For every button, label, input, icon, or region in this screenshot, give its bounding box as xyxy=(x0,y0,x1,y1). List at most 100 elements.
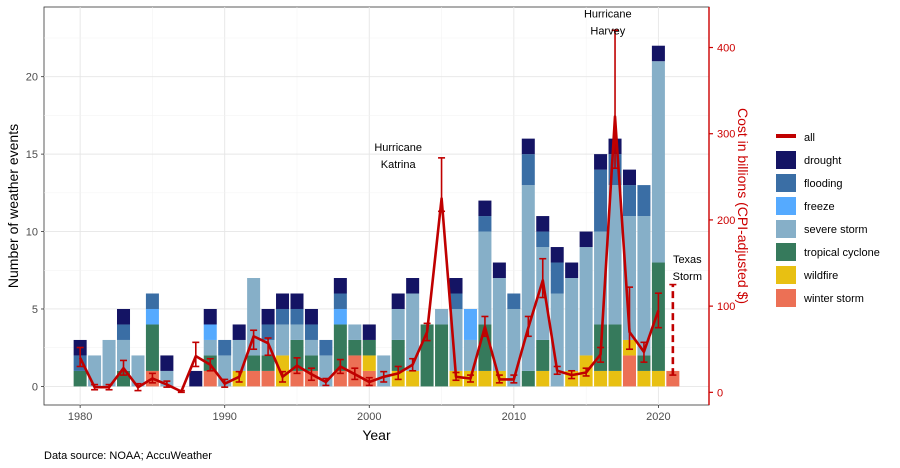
legend-key-severe-storm xyxy=(776,220,796,238)
bar-severe-storm-1991 xyxy=(232,339,246,371)
legend-label-wildfire: wildfire xyxy=(803,270,838,282)
bar-flooding-2019 xyxy=(637,185,651,217)
x-axis-title: Year xyxy=(362,427,391,443)
bar-drought-2013 xyxy=(550,247,564,263)
bar-drought-1988 xyxy=(189,370,203,387)
bar-tropical-cyclone-2012 xyxy=(536,339,550,371)
legend-key-freeze xyxy=(776,197,796,215)
bar-wildfire-2017 xyxy=(608,370,622,387)
y2-tick-label-400: 400 xyxy=(717,43,735,55)
bar-flooding-2006 xyxy=(449,293,463,309)
bars-layer xyxy=(73,45,680,387)
bar-freeze-2007 xyxy=(463,308,477,340)
bar-drought-2018 xyxy=(622,169,636,186)
legend-key-all xyxy=(776,134,796,138)
bar-tropical-cyclone-2002 xyxy=(391,339,405,371)
bar-severe-storm-1982 xyxy=(102,339,116,387)
bar-drought-1993 xyxy=(261,308,275,325)
bar-flooding-1983 xyxy=(117,324,131,340)
bar-wildfire-2019 xyxy=(637,370,651,387)
bar-severe-storm-2019 xyxy=(637,216,651,356)
legend-key-wildfire xyxy=(776,266,796,284)
bar-flooding-2012 xyxy=(536,231,550,248)
bar-tropical-cyclone-1980 xyxy=(73,370,87,387)
y-tick-label-10: 10 xyxy=(26,227,38,239)
bar-severe-storm-2003 xyxy=(406,293,420,371)
bar-freeze-1989 xyxy=(203,324,217,340)
bar-drought-1996 xyxy=(304,308,318,325)
y-tick-label-20: 20 xyxy=(26,72,38,84)
bar-severe-storm-1996 xyxy=(304,339,318,356)
cost-series-line-all xyxy=(78,115,660,393)
bar-flooding-1990 xyxy=(218,339,232,356)
bar-severe-storm-1995 xyxy=(290,324,304,340)
bar-drought-2008 xyxy=(478,200,492,217)
bar-drought-1983 xyxy=(117,308,131,325)
bar-severe-storm-2002 xyxy=(391,308,405,340)
bar-tropical-cyclone-1985 xyxy=(145,324,159,371)
data-source-caption: Data source: NOAA; AccuWeather xyxy=(44,450,212,462)
annotation-1-line-1: Harvey xyxy=(590,25,625,37)
bar-wildfire-2020 xyxy=(651,370,665,387)
bar-drought-2011 xyxy=(521,138,535,155)
bar-severe-storm-1989 xyxy=(203,339,217,356)
bar-freeze-1985 xyxy=(145,308,159,325)
y2-axis-title: Cost in billions (CPI-adjusted $) xyxy=(735,108,751,304)
annotation-0-line-0: Hurricane xyxy=(374,142,422,154)
y2-tick-label-300: 300 xyxy=(717,129,735,141)
legend-key-winter-storm xyxy=(776,289,796,307)
y2-tick-label-200: 200 xyxy=(717,215,735,227)
bar-severe-storm-1994 xyxy=(276,324,290,356)
bar-drought-2000 xyxy=(362,324,376,340)
bar-drought-2016 xyxy=(594,154,608,170)
legend-label-freeze: freeze xyxy=(804,201,835,213)
bar-severe-storm-2013 xyxy=(550,293,564,387)
x-tick-label-2020: 2020 xyxy=(646,411,670,423)
legend-label-flooding: flooding xyxy=(804,178,843,190)
bar-severe-storm-1999 xyxy=(348,324,362,340)
bar-severe-storm-2005 xyxy=(435,308,449,325)
bar-severe-storm-1983 xyxy=(117,339,131,371)
bar-severe-storm-1992 xyxy=(247,278,261,356)
legend: all drought flooding freeze severe storm trop… xyxy=(776,132,880,307)
bar-flooding-2013 xyxy=(550,262,564,294)
legend-label-drought: drought xyxy=(804,155,841,167)
bar-wildfire-2016 xyxy=(594,370,608,387)
legend-label-severe-storm: severe storm xyxy=(804,224,868,236)
bar-severe-storm-2011 xyxy=(521,185,535,371)
bar-severe-storm-2017 xyxy=(608,185,622,325)
bar-tropical-cyclone-2011 xyxy=(521,370,535,387)
bar-flooding-1985 xyxy=(145,293,159,309)
bar-tropical-cyclone-2017 xyxy=(608,324,622,371)
annotation-1-line-0: Hurricane xyxy=(584,8,632,20)
bar-flooding-1994 xyxy=(276,308,290,325)
bar-flooding-1997 xyxy=(319,339,333,356)
y2-tick-label-0: 0 xyxy=(717,387,723,399)
axes-layer: 0 5 10 15 20 1980 1990 2000 2010 2020 0 100 200 300 40… xyxy=(26,7,735,423)
bar-tropical-cyclone-1999 xyxy=(348,339,362,356)
bar-drought-1995 xyxy=(290,293,304,309)
bar-severe-storm-2009 xyxy=(492,278,506,371)
bar-flooding-2016 xyxy=(594,169,608,232)
bar-winter-storm-1992 xyxy=(247,370,261,387)
bar-drought-1989 xyxy=(203,308,217,325)
bar-severe-storm-1981 xyxy=(88,355,102,387)
x-tick-label-1990: 1990 xyxy=(212,411,236,423)
bar-severe-storm-2008 xyxy=(478,231,492,325)
bar-flooding-1998 xyxy=(333,293,347,309)
annotations-layer: Hurricane Katrina Hurricane Harvey Texas Stor… xyxy=(374,8,702,283)
bar-tropical-cyclone-1996 xyxy=(304,355,318,371)
x-tick-label-2000: 2000 xyxy=(357,411,381,423)
legend-label-all: all xyxy=(804,132,815,144)
bar-tropical-cyclone-2000 xyxy=(362,339,376,356)
y-tick-label-15: 15 xyxy=(26,149,38,161)
bar-tropical-cyclone-2019 xyxy=(637,355,651,371)
bar-flooding-2008 xyxy=(478,216,492,232)
legend-label-winter-storm: winter storm xyxy=(803,293,864,305)
bar-flooding-2010 xyxy=(507,293,521,309)
bar-drought-2006 xyxy=(449,278,463,294)
bar-drought-2014 xyxy=(565,262,579,279)
bar-winter-storm-1993 xyxy=(261,370,275,387)
bar-tropical-cyclone-1993 xyxy=(261,355,275,371)
